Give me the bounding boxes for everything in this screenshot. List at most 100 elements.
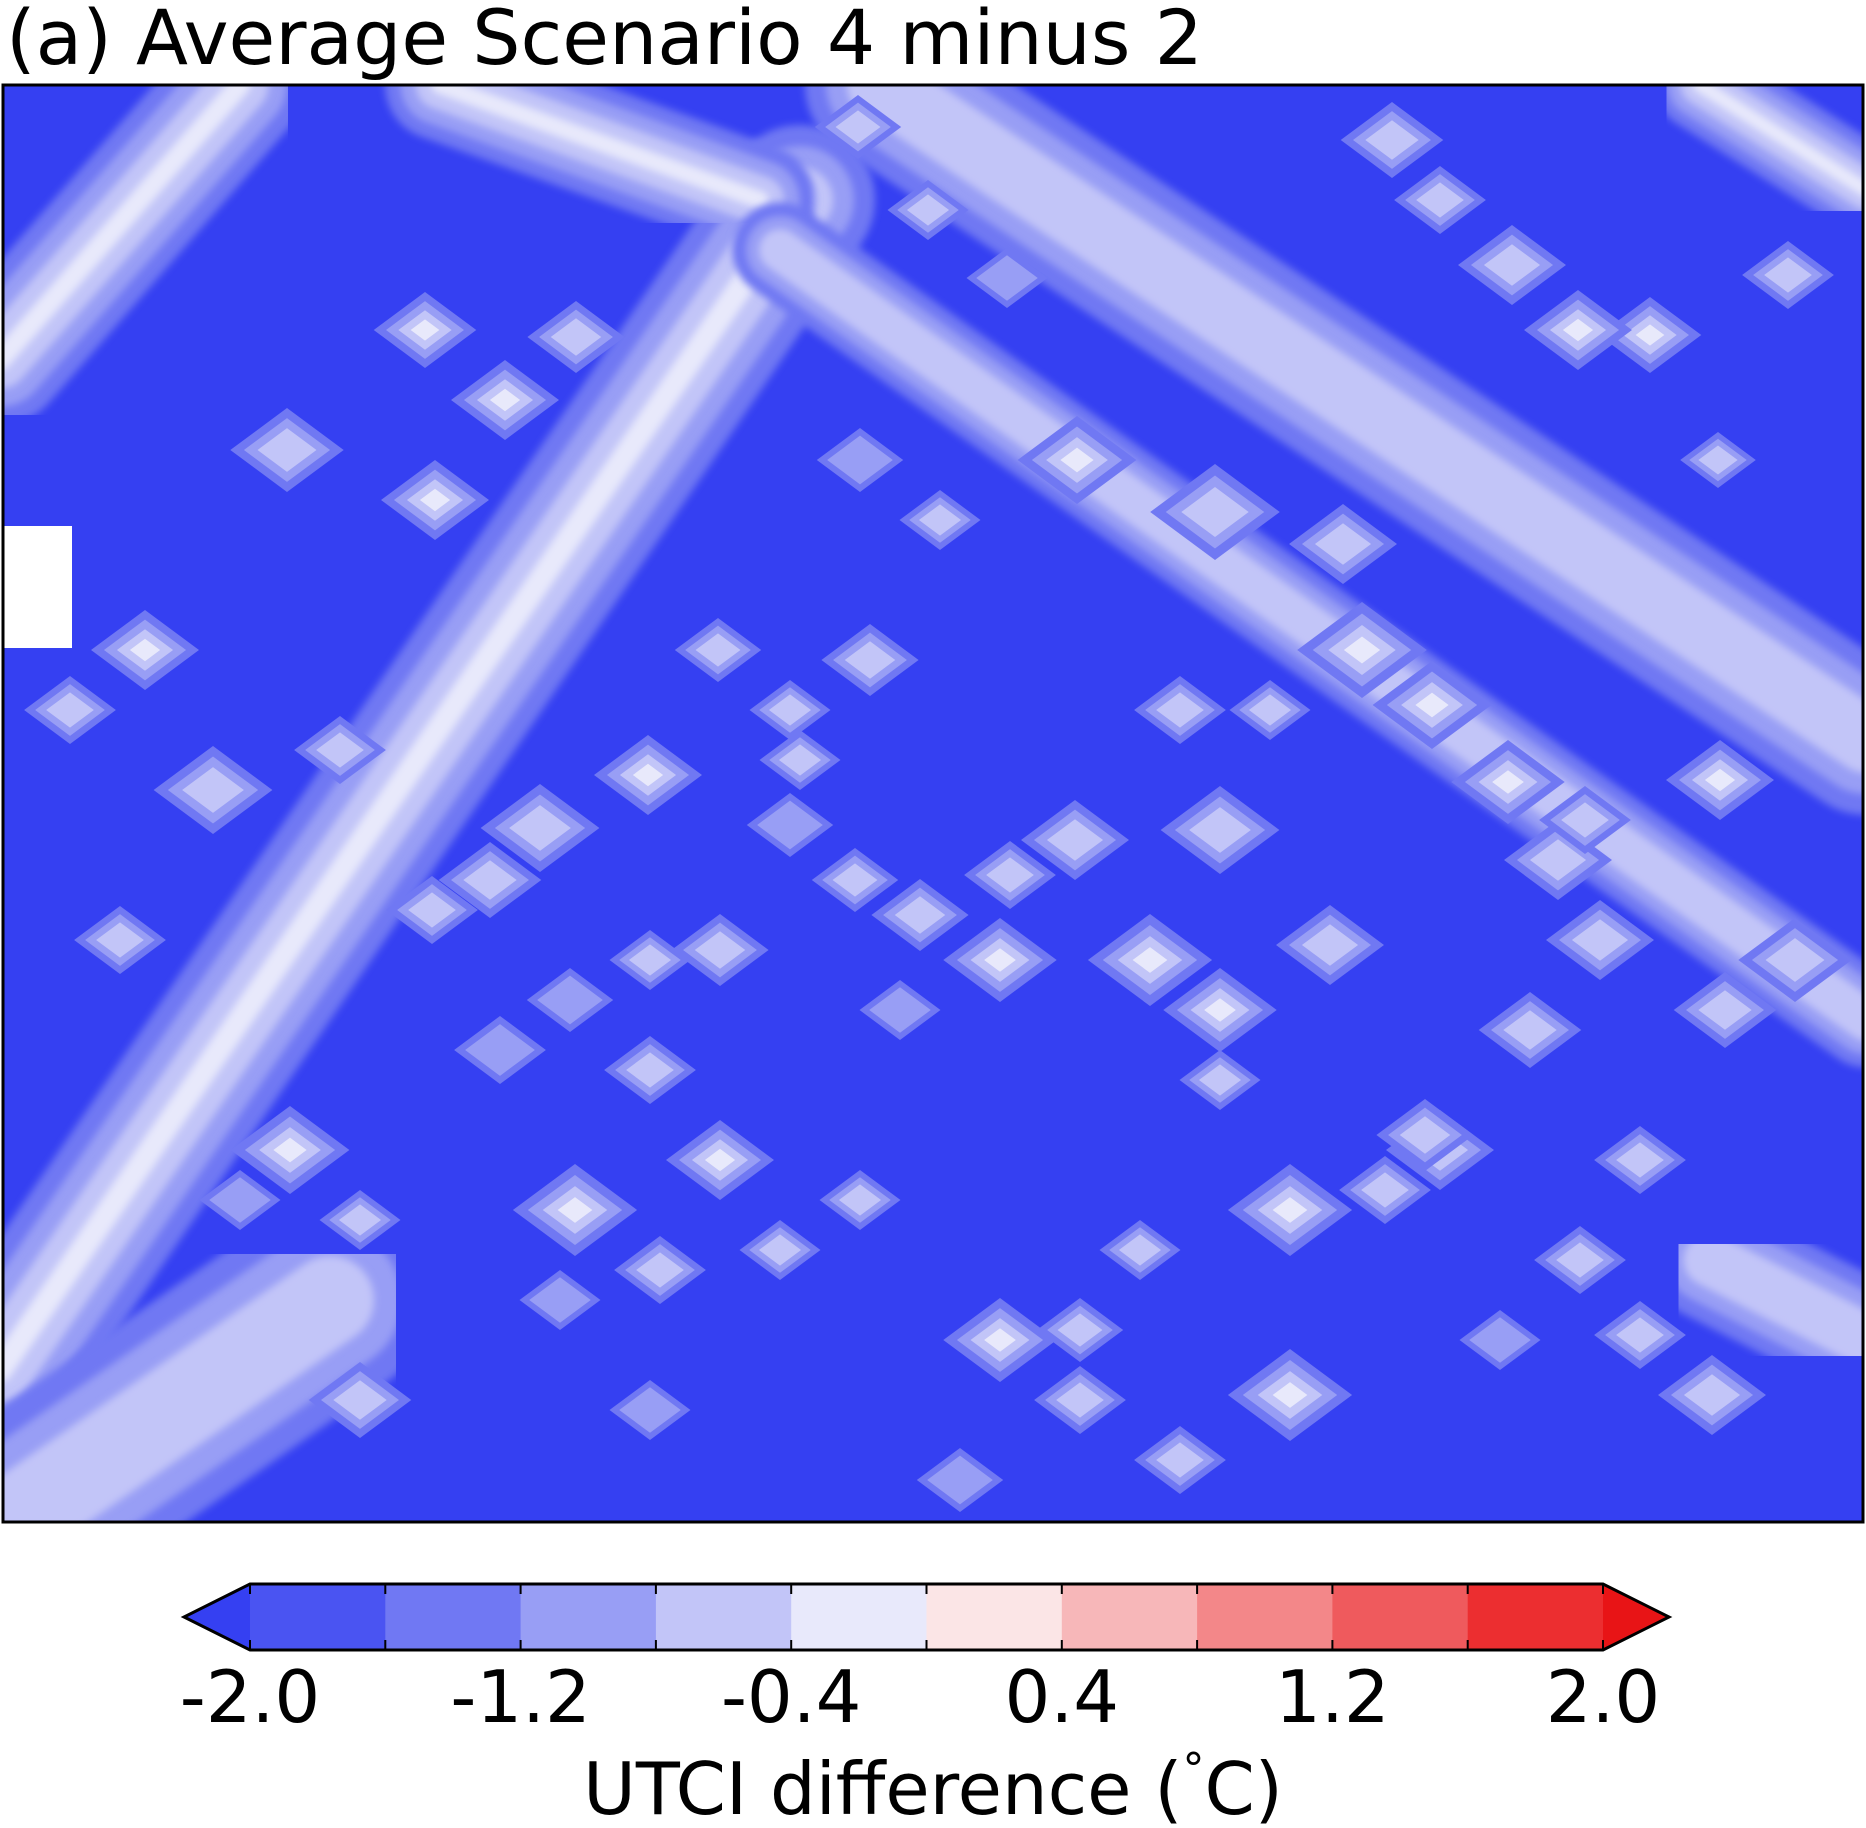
contour-spot bbox=[410, 319, 440, 341]
contour-spot bbox=[1765, 938, 1825, 982]
contour-spot bbox=[408, 892, 456, 928]
contour-spot bbox=[209, 1177, 271, 1223]
contour-spot bbox=[1492, 770, 1524, 794]
contour-spot bbox=[338, 1204, 382, 1236]
contour-band bbox=[3, 85, 251, 370]
contour-spot bbox=[626, 1052, 674, 1088]
contour-spot bbox=[757, 800, 823, 850]
colorbar-ticks: -2.0 -1.2 -0.4 0.4 1.2 2.0 bbox=[180, 1584, 1661, 1739]
contour-spot bbox=[509, 805, 571, 851]
colorbar-bin bbox=[250, 1584, 386, 1650]
contour-spot bbox=[1181, 487, 1249, 537]
contour-spot bbox=[1561, 802, 1609, 838]
contour-map bbox=[1, 83, 1865, 1524]
contour-spot bbox=[529, 1277, 591, 1323]
colorbar-label-unit: C) bbox=[1204, 1747, 1282, 1828]
contour-spot bbox=[1503, 1010, 1557, 1050]
contour-spot bbox=[1056, 1382, 1104, 1418]
contour-spot bbox=[465, 1024, 535, 1076]
contour-spot bbox=[1314, 523, 1372, 565]
contour-spot bbox=[758, 1234, 802, 1266]
colorbar-bin bbox=[1332, 1584, 1469, 1650]
contour-spot bbox=[1562, 318, 1594, 342]
contour-band bbox=[1692, 85, 1863, 197]
contour-spot bbox=[976, 255, 1038, 301]
contour-spot bbox=[1698, 990, 1752, 1030]
contour-spot bbox=[1399, 1116, 1451, 1154]
contour-band bbox=[3, 1256, 374, 1522]
map-frame bbox=[1, 83, 1865, 1524]
contour-spot bbox=[832, 863, 878, 897]
contour-spot bbox=[986, 857, 1034, 893]
contour-band bbox=[1683, 1233, 1863, 1367]
contour-spot bbox=[489, 388, 521, 412]
contour-spot bbox=[984, 948, 1016, 972]
contour-spot bbox=[419, 488, 451, 512]
contour-spot bbox=[906, 194, 950, 226]
contour-spot bbox=[1365, 120, 1419, 160]
contour-spot bbox=[1556, 1242, 1604, 1278]
contour-spot bbox=[182, 767, 244, 813]
contour-spot bbox=[869, 987, 931, 1033]
contour-spot bbox=[636, 1252, 684, 1288]
contour-spot bbox=[1571, 919, 1629, 961]
contour-spot bbox=[46, 692, 94, 728]
chart-title: (a) Average Scenario 4 minus 2 bbox=[6, 0, 1203, 82]
contour-spot bbox=[550, 318, 602, 356]
contour-spot bbox=[984, 1328, 1016, 1352]
contour-spot bbox=[927, 1455, 993, 1505]
colorbar-tick-label: 2.0 bbox=[1546, 1655, 1661, 1739]
colorbar: -2.0 -1.2 -0.4 0.4 1.2 2.0 UTCI difference (°… bbox=[180, 1582, 1673, 1828]
contour-spot bbox=[1046, 819, 1104, 861]
contour-spot bbox=[96, 922, 144, 958]
colorbar-tick-label: -1.2 bbox=[450, 1655, 590, 1739]
contour-spot bbox=[628, 944, 672, 976]
colorbar-bin bbox=[655, 1584, 792, 1650]
contour-spot bbox=[1683, 1374, 1741, 1416]
contour-spot bbox=[537, 975, 603, 1025]
contour-spot bbox=[1616, 1317, 1664, 1353]
contour-spot bbox=[1118, 1234, 1162, 1266]
contour-spot bbox=[1764, 257, 1812, 293]
colorbar-bin bbox=[1061, 1584, 1198, 1650]
colorbar-label-text: UTCI difference ( bbox=[583, 1747, 1182, 1828]
colorbar-bin bbox=[791, 1584, 928, 1650]
contour-spot bbox=[257, 428, 317, 472]
contour-spot bbox=[1156, 692, 1204, 728]
contour-spot bbox=[768, 694, 812, 726]
colorbar-bin bbox=[520, 1584, 657, 1650]
contour-spot bbox=[827, 435, 893, 485]
contour-band bbox=[3, 188, 812, 1382]
contour-spot bbox=[894, 896, 946, 934]
contour-spot bbox=[694, 931, 746, 969]
contour-spot bbox=[1361, 1172, 1409, 1208]
contour-spot bbox=[1189, 807, 1251, 853]
contour-spot bbox=[557, 1197, 593, 1223]
contour-spot bbox=[1248, 694, 1292, 726]
contour-spot bbox=[1132, 947, 1168, 973]
contour-spot bbox=[704, 1148, 736, 1172]
contour-spot bbox=[619, 1387, 681, 1433]
contour-spot bbox=[918, 504, 962, 536]
contour-spot bbox=[1060, 447, 1094, 473]
contour-spot bbox=[1272, 1197, 1308, 1223]
colorbar-bin bbox=[385, 1584, 522, 1650]
contour-spot bbox=[778, 744, 822, 776]
colorbar-bin bbox=[1467, 1584, 1604, 1650]
contour-spot bbox=[333, 1380, 387, 1420]
colorbar-segments bbox=[184, 1584, 1669, 1650]
contour-spot bbox=[1483, 244, 1541, 286]
contour-spot bbox=[1415, 692, 1449, 718]
colorbar-tick-label: 1.2 bbox=[1275, 1655, 1390, 1739]
colorbar-label: UTCI difference (°C) bbox=[583, 1744, 1283, 1828]
colorbar-bin bbox=[926, 1584, 1063, 1650]
contour-spot bbox=[838, 1184, 882, 1216]
colorbar-tick-label: -0.4 bbox=[721, 1655, 861, 1739]
contour-spot bbox=[129, 638, 161, 662]
contour-spot bbox=[316, 732, 364, 768]
contour-spot bbox=[1204, 998, 1236, 1022]
contour-spot bbox=[273, 1137, 307, 1163]
contour-spot bbox=[1156, 1442, 1204, 1478]
contour-spot bbox=[463, 860, 517, 900]
